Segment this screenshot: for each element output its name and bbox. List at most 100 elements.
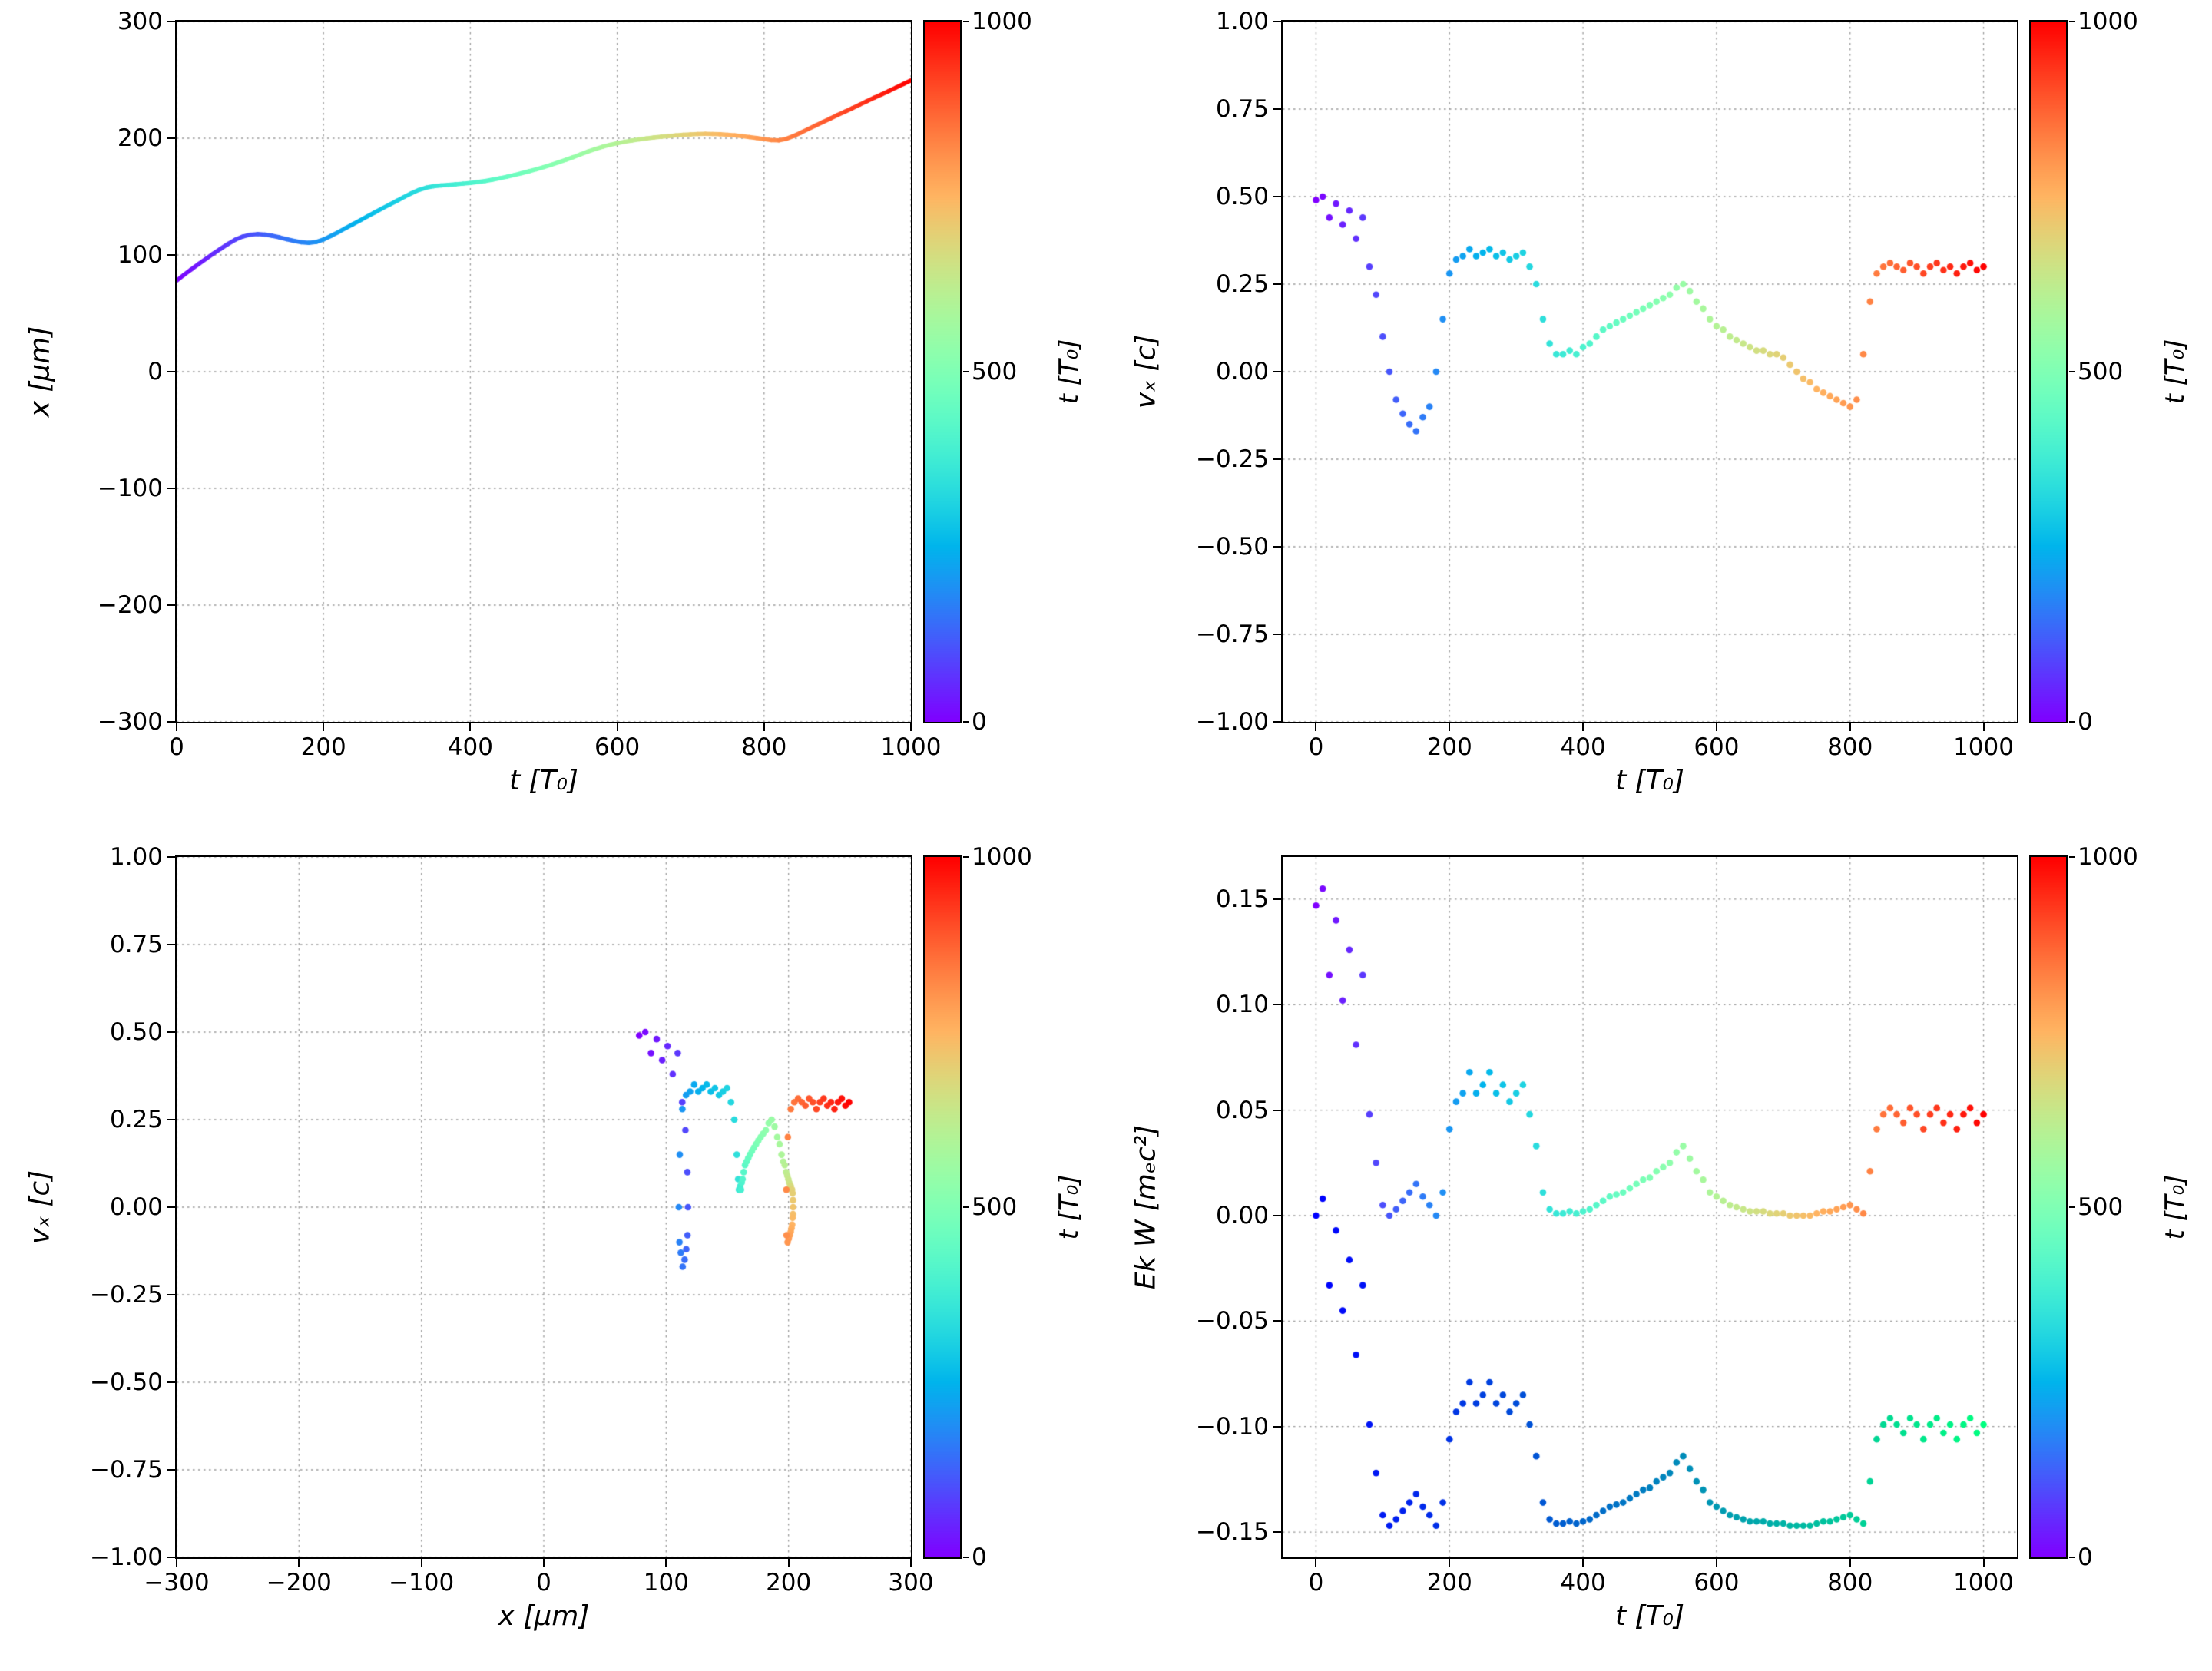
y-tick-label: 0.50 <box>109 1018 163 1046</box>
y-tick-label: 100 <box>117 241 163 269</box>
y-tick-mark <box>167 1206 175 1208</box>
y-tick-mark <box>167 21 175 22</box>
x-tick-label: −300 <box>144 1569 210 1597</box>
y-tick-mark <box>167 254 175 256</box>
x-tick-mark <box>176 723 177 731</box>
x-axis-label: x [μm] <box>498 1600 590 1632</box>
colorbar-tick-mark <box>2069 856 2075 858</box>
x-tick-mark <box>1715 723 1717 731</box>
x-tick-label: 200 <box>300 733 346 761</box>
y-tick-label: −0.25 <box>90 1281 163 1309</box>
y-tick-label: 0 <box>147 358 163 385</box>
colorbar-x-vs-t <box>923 20 962 723</box>
y-tick-label: 0.00 <box>1215 1201 1269 1229</box>
colorbar-tick-label: 500 <box>2078 1193 2124 1221</box>
y-tick-mark <box>167 1469 175 1471</box>
y-tick-mark <box>167 1294 175 1295</box>
y-tick-label: 0.10 <box>1215 991 1269 1019</box>
colorbar-tick-label: 500 <box>972 358 1018 385</box>
colorbar-tick-label: 1000 <box>972 8 1032 35</box>
colorbar-label: t [T₀] <box>2160 1174 2190 1240</box>
colorbar-tick-mark <box>963 1557 969 1558</box>
colorbar-tick-mark <box>2069 721 2075 723</box>
colorbar-label: t [T₀] <box>2160 339 2190 405</box>
colorbar-label: t [T₀] <box>1054 1174 1084 1240</box>
x-tick-label: −200 <box>266 1569 332 1597</box>
y-tick-label: 0.00 <box>109 1193 163 1221</box>
x-tick-mark <box>1715 1559 1717 1567</box>
y-tick-label: −0.50 <box>1196 533 1269 561</box>
y-tick-mark <box>167 944 175 945</box>
y-tick-label: −1.00 <box>1196 708 1269 736</box>
y-tick-label: 200 <box>117 124 163 152</box>
y-tick-mark <box>1273 1425 1281 1428</box>
colorbar-tick-mark <box>2069 1206 2075 1208</box>
colorbar-tick-mark <box>2069 1557 2075 1558</box>
x-tick-mark <box>910 1559 912 1567</box>
y-tick-mark <box>167 1031 175 1033</box>
y-tick-label: 300 <box>117 8 163 35</box>
y-tick-label: −0.15 <box>1196 1518 1269 1547</box>
y-tick-mark <box>167 856 175 858</box>
colorbar-ek-w-vs-t <box>2029 855 2068 1559</box>
y-tick-mark <box>167 1381 175 1383</box>
x-tick-label: 600 <box>1694 1569 1740 1597</box>
colorbar-tick-label: 500 <box>2078 358 2124 385</box>
x-tick-mark <box>665 1559 667 1567</box>
x-tick-label: 1000 <box>1953 1569 2014 1597</box>
x-tick-mark <box>298 1559 300 1567</box>
y-tick-label: −200 <box>97 591 163 619</box>
y-tick-mark <box>1273 371 1281 372</box>
x-tick-mark <box>420 1559 422 1567</box>
x-tick-label: 200 <box>1426 1569 1472 1597</box>
y-tick-label: 1.00 <box>109 843 163 871</box>
plot-area-ek-w-vs-t <box>1281 855 2018 1559</box>
x-tick-mark <box>543 1559 545 1567</box>
x-tick-mark <box>910 723 912 731</box>
y-tick-mark <box>1273 283 1281 285</box>
y-tick-label: 0.05 <box>1215 1096 1269 1124</box>
x-tick-label: 600 <box>594 733 641 761</box>
colorbar-tick-mark <box>2069 371 2075 372</box>
y-tick-label: 0.25 <box>1215 270 1269 298</box>
y-tick-label: 0.25 <box>109 1106 163 1133</box>
y-tick-label: 0.00 <box>1215 358 1269 385</box>
colorbar-tick-mark <box>963 856 969 858</box>
y-tick-label: 1.00 <box>1215 8 1269 35</box>
y-tick-mark <box>167 604 175 606</box>
x-tick-label: 800 <box>1827 1569 1873 1597</box>
y-tick-mark <box>1273 1531 1281 1534</box>
y-tick-mark <box>1273 1214 1281 1216</box>
colorbar-tick-label: 0 <box>972 1544 987 1571</box>
x-tick-mark <box>176 1559 177 1567</box>
plot-area-x-vs-t <box>175 20 912 723</box>
y-tick-mark <box>167 137 175 139</box>
x-tick-label: 800 <box>741 733 787 761</box>
y-tick-mark <box>167 721 175 723</box>
y-tick-mark <box>167 1119 175 1120</box>
x-tick-mark <box>763 723 765 731</box>
colorbar-tick-mark <box>963 21 969 22</box>
y-tick-label: −0.50 <box>90 1368 163 1396</box>
x-tick-mark <box>1315 1559 1317 1567</box>
colorbar-label: t [T₀] <box>1054 339 1084 405</box>
y-tick-mark <box>1273 1320 1281 1322</box>
x-tick-mark <box>1582 723 1584 731</box>
x-tick-mark <box>1315 723 1317 731</box>
y-tick-mark <box>1273 1004 1281 1006</box>
y-tick-mark <box>1273 21 1281 22</box>
y-tick-mark <box>1273 1109 1281 1111</box>
y-tick-label: −1.00 <box>90 1544 163 1571</box>
plot-area-vx-vs-t <box>1281 20 2018 723</box>
colorbar-tick-label: 1000 <box>972 843 1032 871</box>
x-tick-mark <box>1982 1559 1985 1567</box>
colorbar-tick-mark <box>963 1206 969 1208</box>
y-tick-label: 0.15 <box>1215 885 1269 913</box>
x-tick-label: 800 <box>1827 733 1873 761</box>
x-axis-label: t [T₀] <box>508 765 579 796</box>
colorbar-tick-mark <box>2069 21 2075 22</box>
x-tick-label: 200 <box>1426 733 1472 761</box>
colorbar-tick-mark <box>963 371 969 372</box>
x-tick-label: 100 <box>643 1569 689 1597</box>
